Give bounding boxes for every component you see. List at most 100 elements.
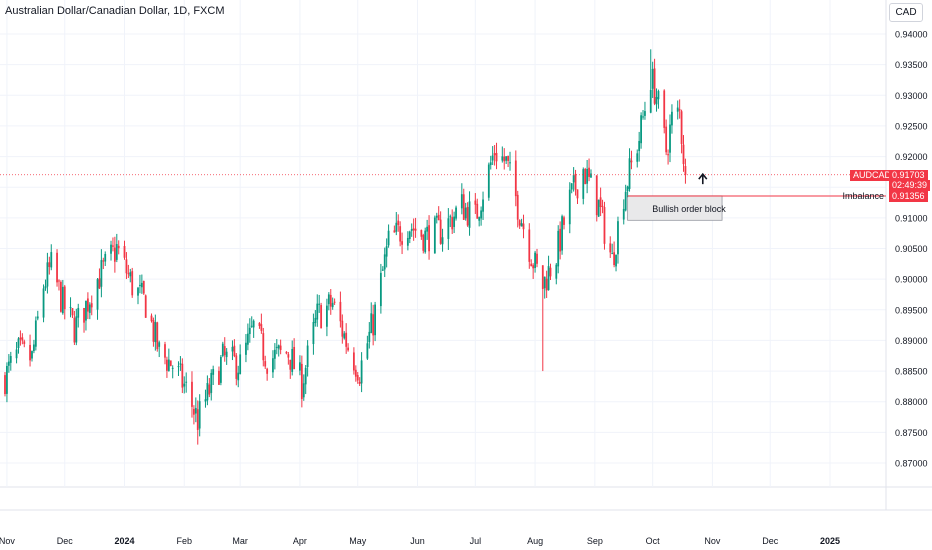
candle-body	[613, 252, 616, 266]
candle-body	[233, 345, 236, 357]
currency-button[interactable]: CAD	[889, 3, 923, 22]
price-tick-label: 0.89000	[895, 336, 928, 346]
candle-body	[624, 191, 627, 211]
candle-body	[354, 369, 357, 377]
candle-body	[356, 375, 359, 381]
candle-body	[387, 230, 390, 246]
price-axis[interactable]: 0.940000.935000.930000.925000.920000.915…	[895, 30, 928, 469]
candle-body	[196, 409, 199, 430]
candle-body	[318, 303, 321, 305]
candle-body	[649, 89, 652, 113]
candle-body	[487, 164, 490, 198]
candle-body	[640, 115, 642, 144]
candle-body	[572, 175, 575, 183]
candle-body	[104, 254, 107, 262]
candle-body	[73, 317, 76, 343]
candle-body	[34, 320, 37, 347]
candle-body	[75, 316, 78, 343]
candle-body	[383, 254, 386, 270]
candle-body	[385, 246, 388, 257]
candle-body	[88, 304, 91, 313]
candle-body	[48, 262, 51, 267]
candle-body	[563, 217, 565, 225]
candle-body	[397, 220, 400, 225]
candle-body	[503, 156, 506, 162]
candle-body	[437, 214, 440, 221]
candle-body	[326, 305, 328, 327]
candle-body	[455, 207, 457, 219]
candle-body	[320, 305, 323, 329]
candle-body	[144, 295, 147, 318]
imbalance-price-tag: 0.91356	[889, 191, 928, 202]
candle-body	[534, 252, 536, 268]
candle-body	[530, 263, 533, 267]
candle-body	[422, 235, 425, 251]
candle-body	[545, 278, 548, 291]
candle-body	[489, 162, 492, 166]
candle-body	[252, 320, 255, 328]
candle-body	[246, 333, 249, 345]
candle-body	[169, 360, 172, 367]
time-axis[interactable]: Nov Dec 2024 Feb Mar Apr May Jun Jul Aug Sep Oct Nov…	[0, 536, 840, 546]
candle-body	[657, 91, 660, 100]
candle-body	[63, 286, 66, 310]
candle-body	[248, 327, 251, 335]
candle-body	[655, 96, 658, 105]
candle-body	[368, 331, 371, 343]
price-tick-label: 0.88500	[895, 367, 928, 377]
candle-body	[460, 194, 463, 209]
candle-body	[615, 254, 617, 267]
candle-body	[399, 226, 402, 242]
candle-body	[331, 303, 334, 308]
candle-body	[474, 200, 477, 205]
candle-body	[44, 286, 47, 289]
candle-body	[424, 230, 427, 253]
candle-body	[582, 169, 585, 199]
candle-body	[451, 217, 454, 230]
candle-body	[638, 140, 641, 152]
candle-body	[642, 116, 644, 118]
candle-body	[110, 244, 112, 254]
candle-body	[260, 324, 263, 331]
candle-body	[31, 351, 33, 359]
candle-body	[6, 365, 8, 394]
candle-body	[279, 345, 282, 350]
price-tick-label: 0.90000	[895, 275, 928, 285]
candle-body	[223, 346, 226, 356]
candle-body	[590, 173, 592, 178]
candle-body	[586, 168, 589, 184]
candle-body	[183, 383, 186, 387]
candle-body	[603, 207, 606, 244]
candle-body	[23, 341, 26, 344]
candle-body	[258, 322, 261, 326]
candle-body	[522, 223, 525, 230]
time-tick-label: May	[349, 536, 367, 546]
candle-body	[33, 344, 35, 352]
candle-body	[441, 237, 444, 245]
candle-body	[137, 287, 139, 296]
candle-body	[466, 207, 469, 226]
candle-body	[15, 349, 18, 359]
bullish-order-block-zone	[627, 195, 723, 221]
candle-body	[56, 252, 58, 283]
price-tick-label: 0.91000	[895, 213, 928, 223]
candle-body	[428, 225, 430, 252]
time-tick-label: Oct	[646, 536, 661, 546]
candle-body	[663, 90, 666, 128]
candle-body	[327, 294, 330, 305]
candle-body	[439, 219, 442, 244]
candle-body	[478, 217, 481, 221]
candle-body	[100, 260, 103, 287]
candle-body	[150, 315, 153, 322]
time-tick-label: Nov	[704, 536, 721, 546]
order-block-label: Bullish order block	[652, 204, 726, 214]
candle-body	[237, 372, 240, 381]
candle-body	[17, 338, 20, 349]
candle-body	[181, 363, 184, 388]
candle-body	[561, 216, 563, 251]
candle-body	[86, 298, 89, 312]
candle-body	[622, 208, 625, 220]
time-tick-label: Mar	[232, 536, 248, 546]
candle-body	[166, 359, 168, 371]
